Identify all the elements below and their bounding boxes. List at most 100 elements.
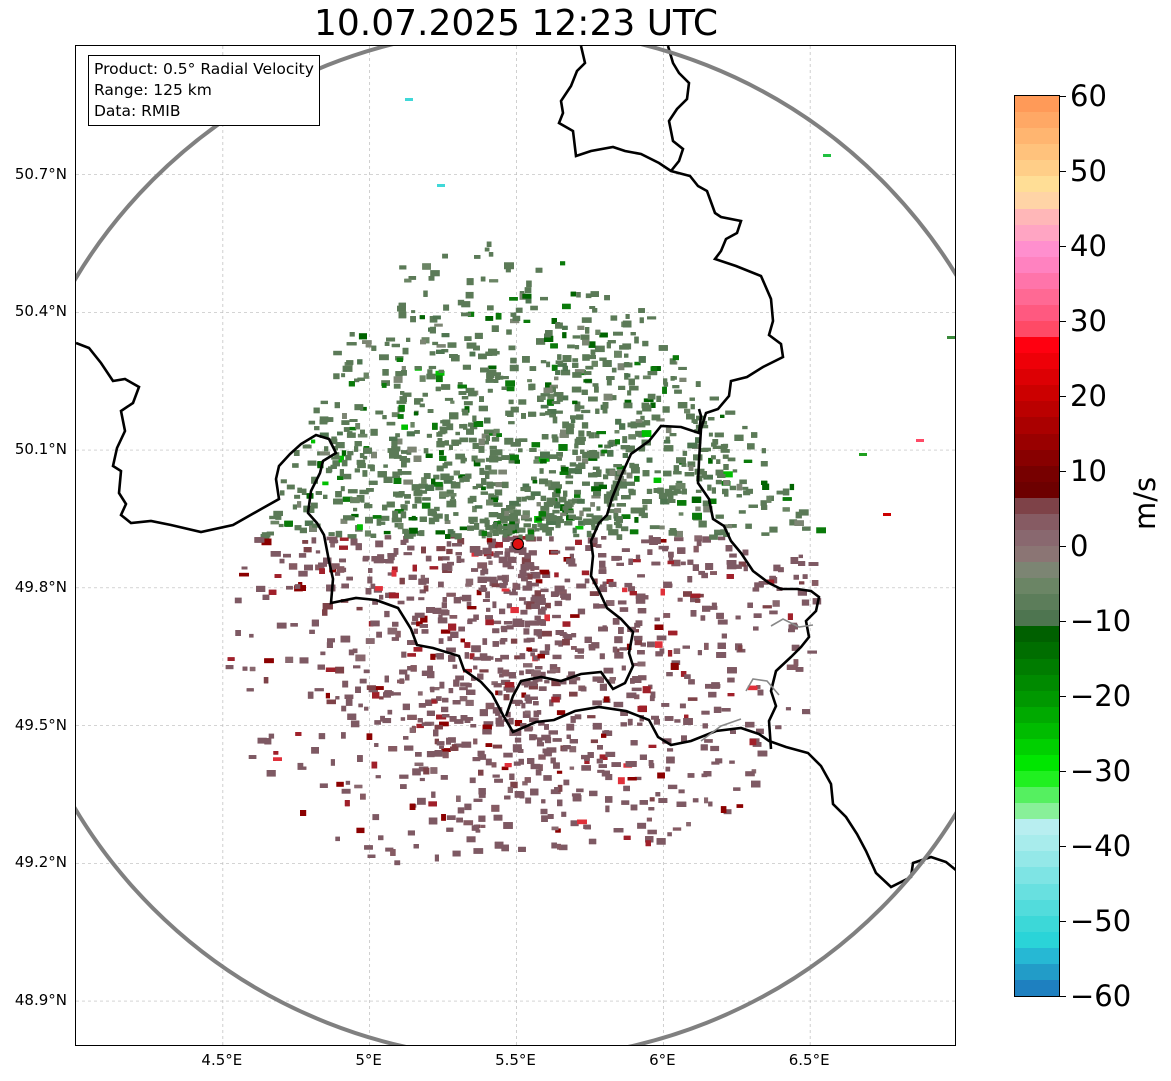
velocity-echo bbox=[634, 776, 642, 781]
velocity-echo bbox=[478, 793, 486, 798]
velocity-echo bbox=[501, 481, 509, 489]
velocity-echo bbox=[593, 481, 604, 487]
velocity-echo bbox=[590, 543, 598, 547]
radar-map-canvas bbox=[76, 46, 955, 1045]
velocity-echo bbox=[647, 641, 655, 648]
velocity-echo bbox=[639, 507, 645, 514]
velocity-echo bbox=[515, 438, 521, 446]
velocity-echo bbox=[508, 421, 515, 425]
velocity-echo bbox=[319, 416, 329, 423]
velocity-echo bbox=[566, 723, 575, 731]
velocity-echo bbox=[549, 413, 556, 418]
velocity-echo bbox=[736, 494, 742, 498]
velocity-echo bbox=[665, 766, 671, 772]
velocity-echo bbox=[761, 448, 766, 454]
velocity-echo bbox=[381, 383, 387, 388]
velocity-echo bbox=[365, 516, 373, 524]
velocity-echo bbox=[708, 801, 713, 807]
velocity-echo bbox=[404, 532, 414, 539]
velocity-echo bbox=[526, 637, 535, 643]
velocity-echo bbox=[410, 422, 415, 428]
velocity-echo bbox=[357, 755, 363, 762]
velocity-echo bbox=[602, 402, 609, 409]
velocity-echo bbox=[382, 504, 388, 511]
velocity-echo bbox=[444, 440, 449, 446]
velocity-echo bbox=[225, 665, 234, 670]
velocity-echo bbox=[630, 421, 638, 429]
velocity-echo bbox=[531, 476, 537, 481]
velocity-echo bbox=[542, 748, 553, 754]
velocity-echo bbox=[446, 647, 456, 653]
velocity-echo bbox=[397, 600, 405, 605]
velocity-echo bbox=[795, 667, 804, 672]
velocity-echo bbox=[359, 678, 367, 684]
velocity-echo bbox=[711, 602, 717, 608]
velocity-echo bbox=[465, 387, 475, 393]
velocity-echo bbox=[614, 521, 621, 526]
velocity-echo bbox=[565, 594, 571, 601]
velocity-echo bbox=[335, 491, 342, 498]
velocity-echo bbox=[446, 500, 457, 508]
velocity-echo bbox=[426, 710, 435, 716]
velocity-echo bbox=[574, 369, 585, 374]
velocity-echo bbox=[374, 743, 379, 747]
velocity-echo bbox=[430, 767, 438, 774]
velocity-echo bbox=[700, 744, 708, 751]
velocity-echo bbox=[340, 635, 351, 643]
velocity-echo bbox=[654, 641, 663, 648]
velocity-echo bbox=[476, 484, 482, 488]
velocity-echo bbox=[653, 477, 662, 483]
velocity-echo bbox=[376, 518, 382, 526]
velocity-echo bbox=[668, 551, 674, 558]
velocity-echo bbox=[374, 586, 383, 591]
velocity-echo bbox=[760, 461, 768, 467]
velocity-echo bbox=[485, 472, 490, 479]
velocity-echo bbox=[427, 409, 434, 413]
velocity-echo bbox=[539, 569, 550, 575]
velocity-echo bbox=[519, 291, 525, 295]
velocity-echo bbox=[473, 421, 484, 427]
velocity-echo bbox=[409, 727, 415, 733]
velocity-echo bbox=[340, 486, 345, 492]
velocity-echo bbox=[791, 644, 800, 651]
velocity-echo bbox=[747, 443, 755, 450]
velocity-echo bbox=[399, 396, 407, 402]
velocity-echo bbox=[368, 480, 378, 485]
velocity-echo bbox=[522, 781, 528, 786]
velocity-echo bbox=[552, 738, 562, 742]
velocity-echo bbox=[673, 471, 682, 475]
velocity-echo bbox=[520, 536, 529, 540]
velocity-echo bbox=[558, 496, 567, 503]
velocity-echo bbox=[715, 479, 722, 485]
velocity-echo bbox=[512, 729, 522, 736]
velocity-echo bbox=[411, 484, 421, 491]
velocity-echo bbox=[635, 419, 643, 423]
velocity-echo bbox=[414, 366, 422, 370]
velocity-echo bbox=[614, 508, 622, 513]
velocity-echo bbox=[650, 691, 656, 699]
velocity-echo bbox=[492, 431, 499, 437]
velocity-echo bbox=[749, 738, 757, 746]
velocity-echo bbox=[536, 671, 546, 678]
velocity-echo bbox=[535, 267, 543, 273]
velocity-echo bbox=[397, 469, 402, 476]
velocity-echo bbox=[342, 365, 353, 372]
colorbar-tick-mark bbox=[1060, 96, 1066, 97]
velocity-echo bbox=[273, 757, 282, 761]
velocity-echo bbox=[491, 437, 500, 442]
velocity-echo bbox=[330, 540, 335, 548]
velocity-echo bbox=[684, 674, 691, 679]
velocity-echo bbox=[564, 501, 571, 506]
velocity-echo bbox=[682, 645, 690, 649]
velocity-echo bbox=[400, 504, 408, 511]
velocity-echo bbox=[481, 486, 486, 491]
velocity-echo bbox=[268, 772, 274, 777]
velocity-echo bbox=[503, 752, 513, 758]
velocity-echo bbox=[356, 459, 366, 465]
velocity-echo bbox=[575, 525, 584, 530]
velocity-echo bbox=[419, 589, 426, 594]
velocity-echo bbox=[556, 452, 563, 457]
radar-map[interactable] bbox=[75, 45, 956, 1046]
velocity-echo bbox=[466, 689, 476, 695]
velocity-echo bbox=[335, 666, 345, 674]
